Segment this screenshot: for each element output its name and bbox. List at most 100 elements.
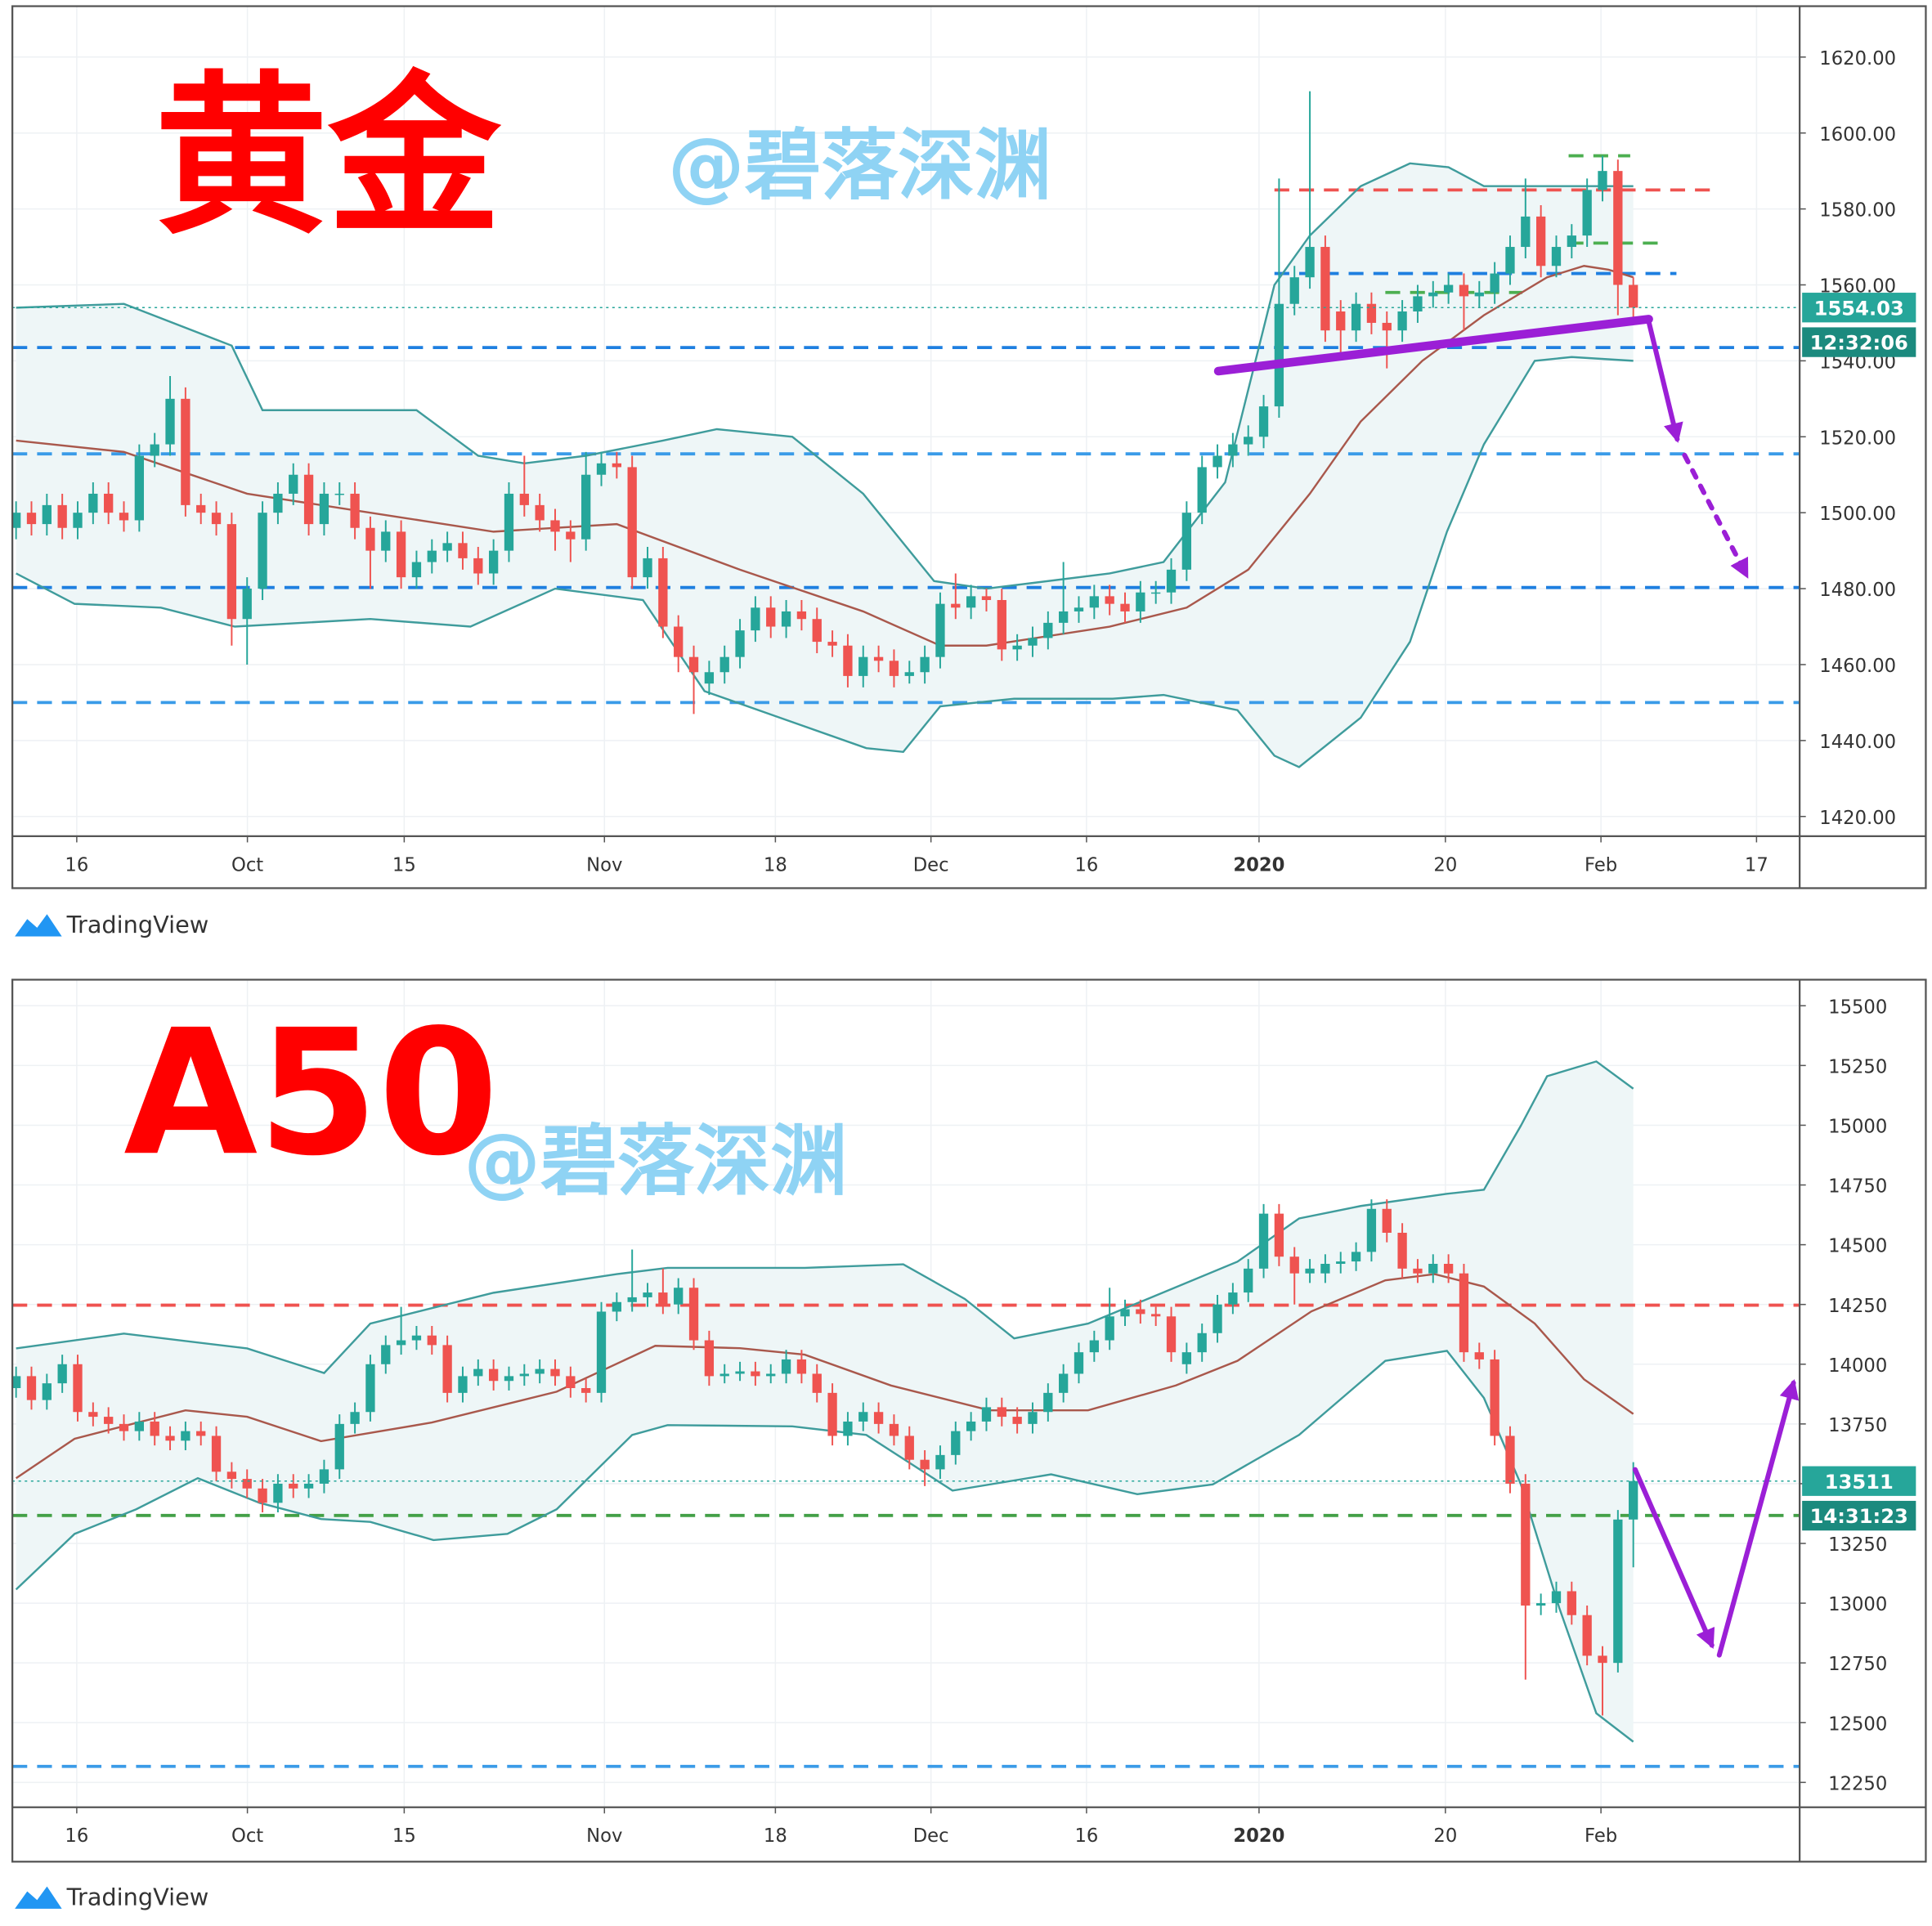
candle-body	[1366, 1208, 1377, 1252]
x-tick-label: Nov	[586, 1825, 622, 1847]
candle-body	[1166, 1316, 1177, 1353]
candle-body	[843, 1421, 853, 1436]
annotation	[1213, 315, 1800, 1658]
candle-body	[951, 603, 961, 608]
candle-body	[1551, 1591, 1562, 1604]
y-tick-label: 1620.00	[1819, 48, 1896, 69]
plot	[12, 1060, 1800, 1768]
x-tick-label: 15	[392, 1825, 416, 1847]
candle-body	[396, 1340, 406, 1346]
candle-body	[566, 1376, 576, 1389]
candle-body	[181, 1431, 191, 1441]
candle-body	[981, 596, 992, 600]
last-price-box	[1802, 1466, 1916, 1496]
candle-body	[1228, 1292, 1238, 1305]
candle-body	[273, 1483, 283, 1503]
x-tick-label: 15	[392, 854, 416, 876]
x-tick-label: Nov	[586, 854, 622, 876]
logo-icon	[15, 1886, 62, 1909]
candle-body	[596, 463, 607, 475]
candle-body	[812, 1373, 822, 1393]
band-line	[16, 265, 1634, 647]
candle-body	[1028, 1412, 1038, 1424]
watermark: @碧落深渊	[464, 1118, 847, 1207]
last-price-label: 13511	[1825, 1471, 1894, 1494]
x-tick-label: 20	[1433, 854, 1457, 876]
candle-body	[1213, 1304, 1222, 1333]
countdown-box	[1802, 327, 1916, 357]
candle-body	[1028, 638, 1038, 646]
candle-body	[827, 642, 837, 646]
candle-body	[1320, 1263, 1330, 1274]
y-tick-label: 12500	[1828, 1713, 1887, 1735]
candle-body	[12, 513, 21, 528]
candle-body	[1535, 1603, 1546, 1606]
candle-body	[1613, 171, 1623, 285]
candle-body	[674, 626, 684, 657]
x-tick-label: 17	[1745, 854, 1768, 876]
candle-body	[1459, 1273, 1469, 1353]
candle-body	[704, 1340, 715, 1377]
candle-body	[1059, 611, 1069, 623]
candle-body	[550, 1368, 560, 1377]
candle-body	[858, 656, 868, 676]
candle-body	[1274, 1213, 1284, 1257]
x-tick-label: 16	[1074, 854, 1098, 876]
candle-body	[211, 513, 222, 525]
last-price-label: 1554.03	[1814, 297, 1904, 320]
candle-body	[643, 1292, 652, 1297]
candle-body	[504, 493, 514, 551]
y-tick-label: 1420.00	[1819, 808, 1896, 829]
candle-body	[1490, 1359, 1499, 1436]
candle-body	[1305, 1268, 1315, 1274]
candle-body	[1490, 273, 1499, 293]
candle-body	[1629, 284, 1638, 308]
candle-body	[73, 1364, 83, 1413]
candle-body	[1567, 1591, 1576, 1615]
candle-body	[889, 1423, 899, 1436]
candle-body	[535, 1368, 545, 1374]
candle-body	[1274, 303, 1284, 407]
candle-body	[12, 1376, 21, 1389]
charts: 1420.00 1440.00 1460.00 1480.00 1500.00 1520.…	[11, 5, 1927, 1863]
candle-body	[1551, 247, 1562, 267]
candle-body	[1105, 596, 1114, 604]
candle-body	[1521, 216, 1531, 248]
candle-body	[781, 1359, 791, 1374]
candle-body	[1336, 1261, 1346, 1264]
candle-body	[1258, 1213, 1269, 1269]
candle-body	[704, 672, 715, 684]
candle-body	[427, 550, 437, 562]
y-tick-label: 13250	[1828, 1534, 1887, 1556]
watermark: @碧落深渊	[668, 122, 1051, 211]
brand-logo: TradingView TradingView	[15, 911, 208, 1910]
candle-body	[1258, 406, 1269, 437]
y-tick-label: 1580.00	[1819, 200, 1896, 222]
chart-title: A50	[123, 992, 499, 1194]
candle-body	[134, 1421, 145, 1431]
y-tick-label: 12750	[1828, 1654, 1887, 1675]
candle-body	[1012, 1417, 1022, 1424]
countdown-label: 12:32:06	[1810, 332, 1908, 355]
candle-body	[1244, 437, 1253, 445]
candle-body	[1413, 1268, 1423, 1274]
candle-body	[473, 558, 483, 574]
candle-body	[488, 550, 499, 574]
candle-body	[1567, 235, 1576, 248]
candle-body	[1428, 1263, 1438, 1274]
candle-body	[751, 607, 760, 631]
candle-body	[904, 672, 914, 676]
candle-body	[119, 513, 129, 521]
candle-body	[566, 531, 576, 540]
candle-body	[196, 504, 206, 513]
band-fill	[16, 1061, 1634, 1742]
candle-body	[1213, 455, 1222, 468]
candle-body	[581, 474, 591, 540]
y-tick-label: 14500	[1828, 1236, 1887, 1257]
candle-body	[766, 607, 776, 627]
y-tick-label: 1460.00	[1819, 656, 1896, 677]
candle-body	[258, 513, 267, 589]
candle-body	[242, 1479, 252, 1489]
band-line	[16, 162, 1634, 590]
